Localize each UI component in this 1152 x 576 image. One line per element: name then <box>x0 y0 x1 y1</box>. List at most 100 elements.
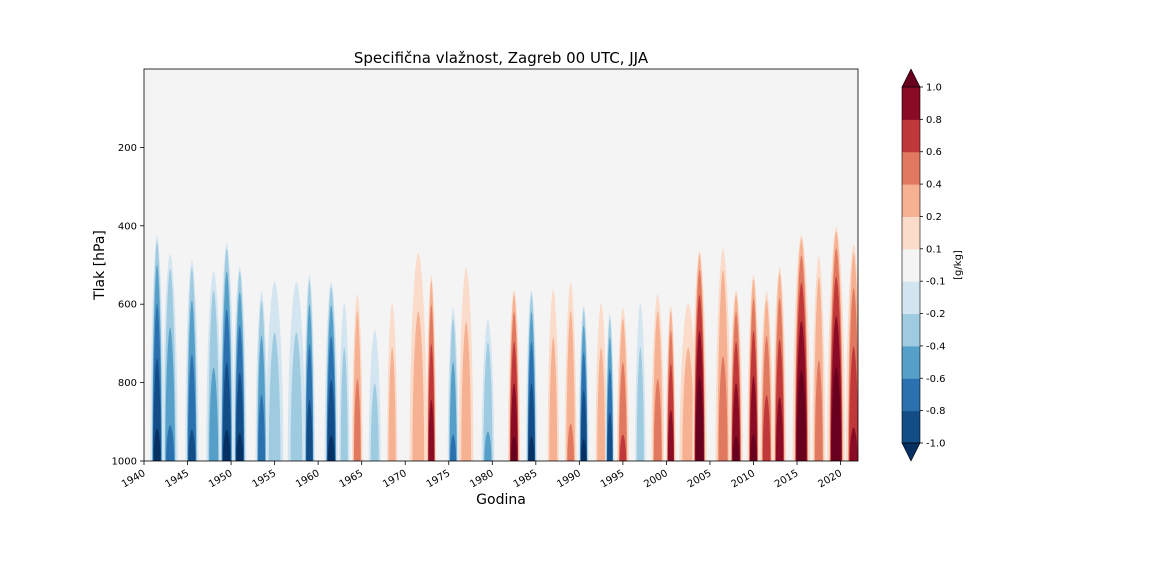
x-tick-label: 1960 <box>294 468 322 490</box>
anomaly-column <box>508 289 521 461</box>
anomaly-column <box>303 274 315 461</box>
contour-band <box>619 434 627 461</box>
anomaly-column <box>409 253 427 461</box>
contour-band <box>222 361 231 461</box>
anomaly-column <box>339 303 350 461</box>
colorbar-tick-label: 0.2 <box>926 212 942 223</box>
anomaly-column <box>426 274 437 461</box>
contour-band <box>412 311 425 461</box>
colorbar-segment <box>902 313 920 347</box>
colorbar-tick-label: -0.6 <box>926 374 946 385</box>
anomaly-column <box>747 274 760 461</box>
x-tick-label: 1995 <box>599 468 627 490</box>
anomaly-column <box>368 329 381 461</box>
contour-band <box>290 332 303 461</box>
anomaly-column <box>651 294 665 461</box>
chart-title: Specifična vlažnost, Zagreb 00 UTC, JJA <box>354 49 649 67</box>
contour-band <box>695 403 704 461</box>
contour-band <box>566 310 575 461</box>
colorbar-segment <box>902 378 920 412</box>
colorbar-extend-top <box>901 68 921 88</box>
anomaly-column <box>162 254 178 461</box>
contour-band <box>327 435 335 461</box>
y-axis-label: Tlak [hPa] <box>92 230 108 301</box>
colorbar-segment <box>902 410 920 444</box>
anomaly-column <box>185 259 199 461</box>
contour-band <box>188 429 196 461</box>
contour-band <box>749 376 758 461</box>
anomaly-column <box>635 303 646 461</box>
contour-band <box>484 431 492 461</box>
y-tick-label: 200 <box>118 143 137 154</box>
colorbar-tick-label: -0.4 <box>926 341 946 352</box>
contour-band <box>327 379 336 461</box>
colorbar-tick-label: 0.8 <box>926 115 942 126</box>
contour-band <box>483 341 493 461</box>
contour-band <box>236 433 244 461</box>
x-tick-label: 2020 <box>817 468 845 490</box>
contour-band <box>187 354 196 461</box>
contour-band <box>581 438 587 461</box>
anomaly-column <box>324 282 338 461</box>
contour-band <box>831 396 841 461</box>
anomaly-column <box>665 305 676 461</box>
colorbar-label: [g/kg] <box>953 250 964 280</box>
colorbar-segment <box>902 281 920 315</box>
anomaly-column <box>255 291 268 461</box>
contour-band <box>814 360 823 461</box>
anomaly-column <box>206 271 222 461</box>
anomaly-column <box>265 281 284 461</box>
contour-band <box>223 429 231 461</box>
colorbar-segment <box>902 345 920 379</box>
anomaly-column <box>845 244 858 461</box>
x-axis-label: Godina <box>476 492 526 508</box>
anomaly-column <box>616 307 629 461</box>
colorbar-segment <box>902 87 920 120</box>
contour-band <box>235 372 244 461</box>
contour-band <box>528 436 535 461</box>
x-tick-label: 1965 <box>338 468 366 490</box>
contour-band <box>461 321 472 461</box>
x-tick-label: 2005 <box>686 468 714 490</box>
colorbar-tick-label: 0.4 <box>926 180 942 191</box>
contour-band <box>510 436 518 461</box>
contour-band <box>653 378 662 461</box>
anomaly-column <box>760 291 774 461</box>
colorbar: -1.0 -0.8 -0.6 -0.4 -0.2 -0.1 0.1 0.2 0.4 0.6 0.8 1… <box>901 68 946 462</box>
anomaly-column <box>459 267 474 461</box>
y-tick-label: 600 <box>118 300 137 311</box>
x-tick-label: 1990 <box>555 468 583 490</box>
contour-band <box>682 347 695 461</box>
colorbar-tick-label: 0.6 <box>926 147 942 158</box>
x-tick-label: 1945 <box>163 468 191 490</box>
colorbar-tick-label: -1.0 <box>926 439 946 450</box>
x-tick-label: 1950 <box>207 468 235 490</box>
x-tick-label: 1955 <box>251 468 279 490</box>
anomaly-column <box>827 227 846 461</box>
anomaly-column <box>219 243 234 461</box>
x-axis: 1940 1945 1950 1955 1960 1965 1970 1975 1980 1985… <box>120 461 844 490</box>
anomaly-column <box>595 303 607 461</box>
contour-band <box>428 399 435 461</box>
colorbar-extend-bottom <box>901 442 921 462</box>
y-tick-label: 800 <box>118 378 137 389</box>
anomaly-column <box>578 305 589 461</box>
y-axis: 200 400 600 800 1000 <box>112 143 144 468</box>
colorbar-frame <box>901 86 921 444</box>
contour-band <box>849 427 858 461</box>
anomaly-column <box>352 294 363 461</box>
contour-band <box>153 428 161 461</box>
anomaly-column <box>564 282 577 461</box>
contour-band <box>450 434 457 461</box>
colorbar-segment <box>902 119 920 153</box>
heatmap-layer <box>150 227 858 461</box>
contour-band <box>510 383 518 461</box>
anomaly-column <box>605 313 615 461</box>
anomaly-column <box>715 248 731 461</box>
contour-band <box>388 347 396 461</box>
anomaly-column <box>150 235 164 461</box>
contour-band <box>597 347 606 461</box>
contour-band <box>209 367 219 461</box>
plot-frame <box>143 68 859 462</box>
